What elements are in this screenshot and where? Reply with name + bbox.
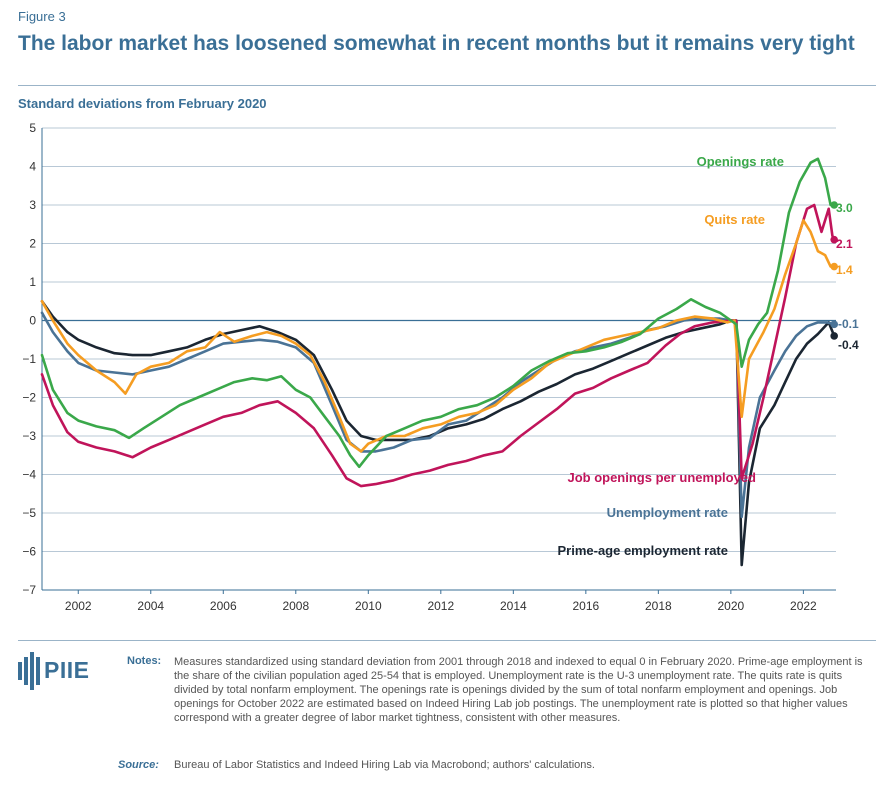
y-tick-label: 5 (29, 121, 36, 135)
notes-text: Measures standardized using standard dev… (174, 656, 863, 724)
x-tick-label: 2022 (790, 599, 817, 613)
y-tick-label: −5 (22, 506, 36, 520)
y-tick-label: −3 (22, 429, 36, 443)
y-tick-label: −2 (22, 391, 36, 405)
y-tick-label: 3 (29, 198, 36, 212)
notes-divider (18, 640, 876, 641)
series-label-openings: Openings rate (697, 154, 784, 169)
series-label-unemployment: Unemployment rate (607, 505, 728, 520)
x-tick-label: 2008 (282, 599, 309, 613)
piie-logo-icon (18, 652, 40, 690)
x-tick-label: 2014 (500, 599, 527, 613)
logo-text: PIIE (44, 657, 90, 683)
end-point-openings (830, 201, 838, 209)
x-tick-label: 2016 (572, 599, 599, 613)
x-tick-label: 2012 (427, 599, 454, 613)
x-tick-label: 2020 (718, 599, 745, 613)
x-tick-label: 2002 (65, 599, 92, 613)
y-tick-label: 2 (29, 237, 36, 251)
chart-title: The labor market has loosened somewhat i… (18, 32, 855, 55)
y-tick-label: 4 (29, 160, 36, 174)
y-axis-label: Standard deviations from February 2020 (18, 96, 267, 111)
end-value-job_openings_per_unemployed: 2.1 (836, 237, 853, 251)
source-label: Source: (118, 759, 159, 771)
end-value-prime_age: -0.4 (838, 338, 859, 352)
end-value-unemployment: -0.1 (838, 317, 859, 331)
title-divider (18, 85, 876, 86)
end-value-quits: 1.4 (836, 263, 853, 277)
end-point-unemployment (830, 320, 838, 329)
y-tick-label: −4 (22, 468, 36, 482)
series-line-quits (40, 219, 836, 453)
x-tick-label: 2006 (210, 599, 237, 613)
end-value-openings: 3.0 (836, 201, 853, 215)
y-tick-label: −7 (22, 583, 36, 597)
figure-label: Figure 3 (18, 9, 66, 24)
y-tick-label: 1 (29, 275, 36, 289)
x-tick-label: 2010 (355, 599, 382, 613)
end-point-prime_age (830, 332, 838, 340)
x-tick-label: 2004 (137, 599, 164, 613)
y-tick-label: −6 (22, 545, 36, 559)
series-line-job_openings_per_unemployed (40, 203, 836, 488)
source-text: Bureau of Labor Statistics and Indeed Hi… (174, 759, 595, 771)
end-point-quits (830, 262, 838, 271)
line-chart: −7 −6 −5 −4 −3 −2 −1 0 1 2 3 4 5 2002 2004 2006 2008 2010… (22, 121, 859, 613)
series-line-unemployment (40, 311, 836, 519)
notes-label: Notes: (127, 655, 162, 667)
x-tick-label: 2018 (645, 599, 672, 613)
series-label-job_openings_per_unemployed: Job openings per unemployed (567, 470, 756, 485)
y-tick-label: 0 (29, 314, 36, 328)
series-label-prime_age: Prime-age employment rate (557, 543, 728, 558)
series-line-prime_age (40, 300, 836, 567)
series-label-quits: Quits rate (704, 212, 765, 227)
end-point-job_openings_per_unemployed (830, 235, 838, 244)
series-line-openings (40, 157, 836, 469)
y-tick-label: −1 (22, 352, 36, 366)
